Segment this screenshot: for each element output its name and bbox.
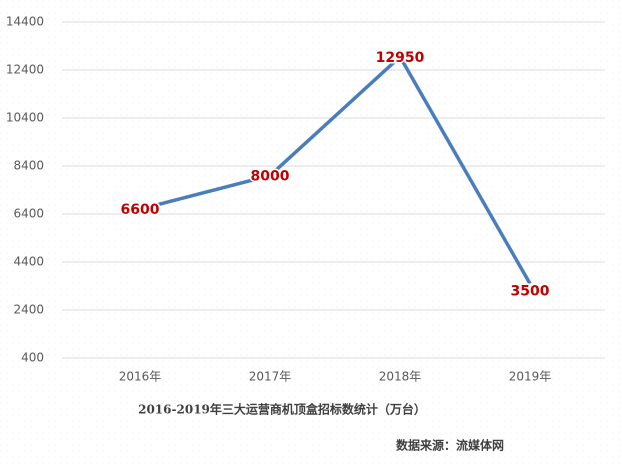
data-label: 8000 xyxy=(251,169,290,185)
y-tick-label: 6400 xyxy=(13,207,44,221)
source-note: 数据来源：流媒体网 xyxy=(396,438,504,453)
y-tick-label: 14400 xyxy=(6,15,44,29)
y-tick-label: 400 xyxy=(21,351,44,365)
x-tick-label: 2018年 xyxy=(379,370,422,384)
x-tick-label: 2019年 xyxy=(509,370,552,384)
data-line xyxy=(139,55,532,285)
x-tick-label: 2016年 xyxy=(119,370,162,384)
y-tick-label: 10400 xyxy=(6,111,44,125)
y-tick-label: 12400 xyxy=(6,63,44,77)
y-tick-label: 4400 xyxy=(13,255,44,269)
data-label: 6600 xyxy=(121,202,160,218)
y-tick-label: 2400 xyxy=(13,303,44,317)
x-tick-label: 2017年 xyxy=(249,370,292,384)
data-label: 12950 xyxy=(376,50,425,66)
data-label: 3500 xyxy=(511,284,550,300)
y-tick-label: 8400 xyxy=(13,159,44,173)
chart-title: 2016-2019年三大运营商机顶盒招标数统计（万台） xyxy=(138,402,426,417)
